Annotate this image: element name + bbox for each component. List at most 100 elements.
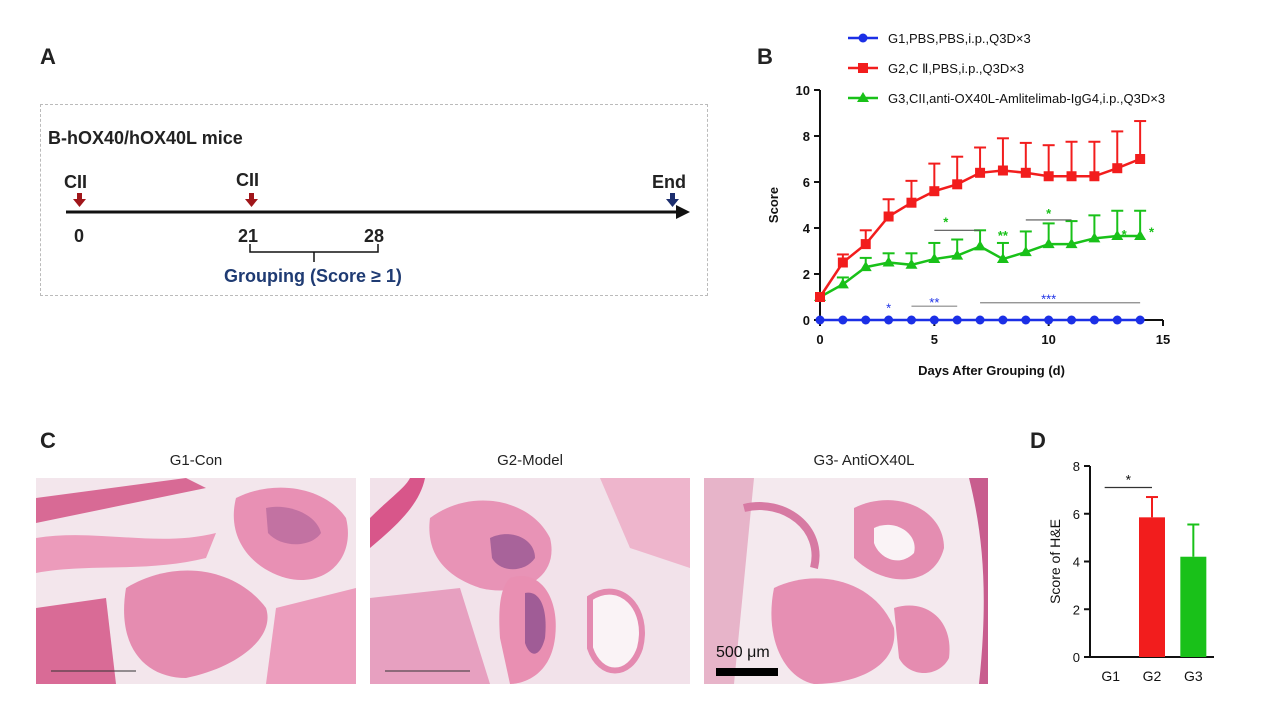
series-1 bbox=[815, 315, 1145, 325]
data-point bbox=[906, 315, 916, 325]
significance-mark: * bbox=[1149, 225, 1155, 240]
x-axis-title: Days After Grouping (d) bbox=[918, 363, 1065, 378]
data-point bbox=[1112, 315, 1122, 325]
data-point bbox=[857, 92, 869, 102]
timeline-arrowhead-icon bbox=[676, 205, 690, 219]
x-tick-label: 15 bbox=[1156, 332, 1170, 347]
data-point bbox=[1135, 154, 1146, 164]
y-tick-label: 0 bbox=[1073, 650, 1080, 665]
data-point bbox=[884, 315, 894, 325]
timeline-graphic bbox=[66, 193, 690, 262]
y-tick-label: 4 bbox=[1073, 555, 1080, 570]
data-point bbox=[1043, 171, 1054, 182]
legend-label: G3,CII,anti-OX40L-Amlitelimab-IgG4,i.p.,… bbox=[888, 91, 1165, 106]
scale-bar-label: 500 μm bbox=[716, 644, 770, 661]
grouping-label: Grouping (Score ≥ 1) bbox=[224, 266, 402, 286]
data-point bbox=[838, 315, 848, 325]
data-point bbox=[952, 179, 963, 190]
data-point bbox=[1089, 171, 1100, 182]
data-point bbox=[1112, 163, 1123, 174]
y-tick-label: 8 bbox=[1073, 459, 1080, 474]
y-tick-label: 8 bbox=[803, 129, 810, 144]
data-point bbox=[996, 253, 1009, 264]
significance-mark: * bbox=[1126, 471, 1132, 487]
timeline-event-label-21: CII bbox=[236, 170, 260, 190]
y-tick-label: 6 bbox=[803, 175, 810, 190]
bar bbox=[1180, 556, 1207, 657]
data-point bbox=[974, 240, 987, 251]
legend-label: G2,C Ⅱ,PBS,i.p.,Q3D×3 bbox=[888, 61, 1024, 76]
timeline-marker-day0-icon bbox=[73, 193, 86, 207]
data-point bbox=[1134, 230, 1147, 241]
x-tick-label: 0 bbox=[816, 332, 823, 347]
significance-mark: ** bbox=[998, 228, 1009, 243]
timeline-day-0: 0 bbox=[74, 226, 85, 246]
data-point bbox=[858, 33, 868, 43]
histology-image-g1 bbox=[36, 478, 356, 684]
y-tick-label: 0 bbox=[803, 313, 810, 328]
data-point bbox=[929, 315, 939, 325]
significance-mark: * bbox=[1046, 206, 1052, 221]
data-point bbox=[858, 63, 868, 73]
data-point bbox=[951, 249, 964, 260]
series-2 bbox=[815, 120, 1147, 302]
y-tick-label: 6 bbox=[1073, 507, 1080, 522]
timeline-box bbox=[40, 104, 708, 296]
significance-mark: ** bbox=[929, 295, 939, 310]
x-tick-label: G1 bbox=[1101, 668, 1120, 684]
data-point bbox=[929, 186, 940, 197]
legend-entry: G1,PBS,PBS,i.p.,Q3D×3 bbox=[848, 31, 1031, 46]
data-point bbox=[1066, 171, 1077, 182]
data-point bbox=[883, 211, 894, 222]
data-point bbox=[815, 315, 825, 325]
y-axis-title: Score of H&E bbox=[1047, 519, 1063, 604]
x-tick-label: 5 bbox=[931, 332, 938, 347]
data-point bbox=[952, 315, 962, 325]
data-point bbox=[928, 253, 941, 264]
data-point bbox=[837, 257, 848, 268]
data-point bbox=[860, 239, 871, 250]
bar bbox=[1139, 517, 1165, 657]
timeline-title: B-hOX40/hOX40L mice bbox=[48, 128, 243, 148]
data-point bbox=[975, 167, 986, 178]
histology-image-g2 bbox=[370, 478, 690, 684]
panel-label-c: C bbox=[40, 428, 56, 453]
legend-entry: G2,C Ⅱ,PBS,i.p.,Q3D×3 bbox=[848, 61, 1024, 76]
significance-mark: * bbox=[1122, 227, 1128, 242]
histology-image-g3 bbox=[704, 478, 988, 684]
data-point bbox=[1021, 315, 1031, 325]
data-point bbox=[906, 197, 917, 208]
data-point bbox=[859, 261, 872, 272]
histo-title-g2: G2-Model bbox=[497, 452, 563, 469]
y-tick-label: 10 bbox=[796, 83, 810, 98]
timeline-marker-day21-icon bbox=[245, 193, 258, 207]
y-tick-label: 2 bbox=[803, 267, 810, 282]
legend-label: G1,PBS,PBS,i.p.,Q3D×3 bbox=[888, 31, 1031, 46]
x-tick-label: G3 bbox=[1184, 668, 1203, 684]
y-axis-title: Score bbox=[766, 187, 781, 223]
data-point bbox=[1067, 315, 1077, 325]
histo-title-g3: G3- AntiOX40L bbox=[813, 452, 915, 469]
data-point bbox=[1020, 167, 1031, 178]
data-point bbox=[1019, 246, 1032, 257]
data-point bbox=[1089, 315, 1099, 325]
data-point bbox=[905, 258, 918, 269]
data-point bbox=[1065, 238, 1078, 249]
bar-chart: 0 2 4 6 8 Score of H&E G1 G2 G3 * bbox=[1047, 459, 1214, 684]
x-tick-label: 10 bbox=[1041, 332, 1055, 347]
significance-mark: * bbox=[943, 214, 949, 229]
data-point bbox=[1044, 315, 1054, 325]
data-point bbox=[1042, 238, 1055, 249]
y-tick-label: 2 bbox=[1073, 602, 1080, 617]
y-tick-label: 4 bbox=[803, 221, 811, 236]
data-point bbox=[815, 292, 825, 302]
scale-bar bbox=[716, 668, 778, 676]
data-point bbox=[882, 256, 895, 267]
data-point bbox=[997, 165, 1008, 176]
panel-label-b: B bbox=[757, 44, 773, 69]
significance-mark: * bbox=[886, 301, 891, 316]
line-chart: 0 2 4 6 8 10 0 5 10 15 Days After Grouping (d) Scor… bbox=[766, 31, 1170, 378]
data-point bbox=[975, 315, 985, 325]
histo-title-g1: G1-Con bbox=[169, 452, 223, 469]
series-3 bbox=[814, 209, 1147, 301]
